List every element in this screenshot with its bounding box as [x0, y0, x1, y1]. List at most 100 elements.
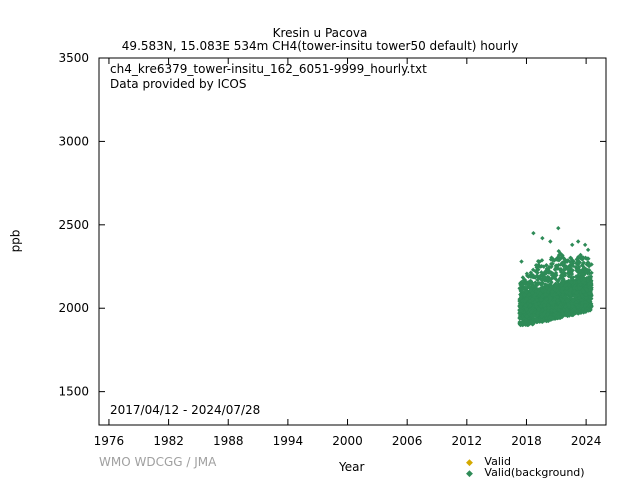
data-point [557, 276, 563, 281]
data-point [562, 295, 567, 300]
data-point [557, 267, 562, 272]
data-point [576, 274, 581, 279]
data-point [557, 304, 562, 310]
x-tick-label: 1982 [153, 434, 184, 448]
data-point [523, 317, 528, 323]
data-point [580, 256, 586, 261]
data-point [533, 283, 539, 289]
data-point [577, 268, 582, 273]
data-point [526, 322, 531, 327]
data-point [584, 262, 590, 267]
data-point [525, 309, 531, 315]
provider-annotation: Data provided by ICOS [110, 77, 247, 91]
data-point [535, 270, 540, 276]
data-point [569, 280, 574, 285]
data-point [588, 275, 593, 281]
data-point [567, 271, 572, 277]
data-point [543, 271, 549, 276]
data-point [519, 282, 525, 288]
data-point [561, 267, 566, 273]
data-point [536, 318, 541, 323]
legend-background-label: Valid(background) [484, 466, 585, 479]
data-point [554, 256, 559, 262]
data-point [561, 255, 566, 260]
data-point [517, 313, 523, 319]
data-point [579, 274, 584, 279]
data-point [582, 303, 588, 308]
y-tick-label: 2000 [58, 301, 89, 315]
data-point [539, 303, 544, 308]
data-point [574, 257, 579, 262]
data-point [518, 316, 523, 321]
data-point [568, 287, 573, 292]
data-point [539, 258, 545, 263]
data-point [561, 263, 566, 268]
data-point [518, 292, 523, 297]
data-point [524, 314, 529, 319]
data-point [552, 308, 557, 314]
data-point [520, 275, 526, 280]
data-point [563, 283, 569, 288]
data-point [564, 286, 569, 291]
data-point [563, 299, 568, 305]
data-point [541, 287, 547, 292]
data-point [518, 308, 524, 313]
data-point [579, 298, 585, 303]
data-point [550, 272, 555, 277]
data-point [579, 263, 585, 268]
data-point [582, 277, 587, 283]
data-point [530, 308, 535, 313]
data-point [520, 322, 525, 328]
data-point [578, 252, 583, 258]
data-point [535, 267, 541, 273]
data-point [544, 316, 549, 321]
data-point [587, 287, 593, 293]
data-point [532, 307, 537, 313]
data-point [538, 291, 543, 296]
data-point [556, 258, 562, 263]
data-point [533, 275, 538, 280]
data-point [563, 264, 569, 269]
data-point [539, 270, 544, 275]
data-point [534, 298, 540, 303]
data-point [570, 281, 575, 287]
data-point [558, 273, 564, 278]
data-point [587, 291, 592, 297]
data-point [583, 292, 589, 298]
data-point [580, 308, 585, 314]
data-point [543, 305, 548, 311]
data-point [548, 296, 554, 301]
data-point [553, 266, 558, 271]
data-point [538, 276, 544, 282]
data-point [533, 269, 538, 274]
data-point [526, 274, 531, 279]
data-point [523, 303, 528, 308]
data-point [535, 310, 540, 316]
credit-text: WMO WDCGG / JMA [99, 455, 217, 469]
data-point [565, 271, 570, 276]
data-point [542, 299, 547, 304]
data-point [542, 278, 547, 283]
data-point [545, 312, 550, 317]
data-point [523, 285, 529, 290]
x-tick-label: 1994 [273, 434, 304, 448]
y-tick-label: 2500 [58, 218, 89, 232]
data-point [537, 264, 543, 269]
data-point [538, 273, 543, 278]
data-point [518, 304, 523, 309]
y-tick-label: 1500 [58, 385, 89, 399]
data-point [531, 313, 537, 319]
data-point [559, 289, 564, 295]
data-point [535, 290, 541, 295]
data-point [585, 247, 591, 253]
data-point [574, 297, 579, 302]
data-point [544, 296, 549, 302]
data-point [565, 302, 571, 307]
data-point [550, 304, 555, 309]
data-point [572, 286, 577, 291]
data-point [560, 311, 565, 317]
data-point [569, 271, 575, 277]
data-point [570, 263, 576, 269]
data-point [576, 269, 581, 275]
x-tick-label: 1976 [94, 434, 125, 448]
